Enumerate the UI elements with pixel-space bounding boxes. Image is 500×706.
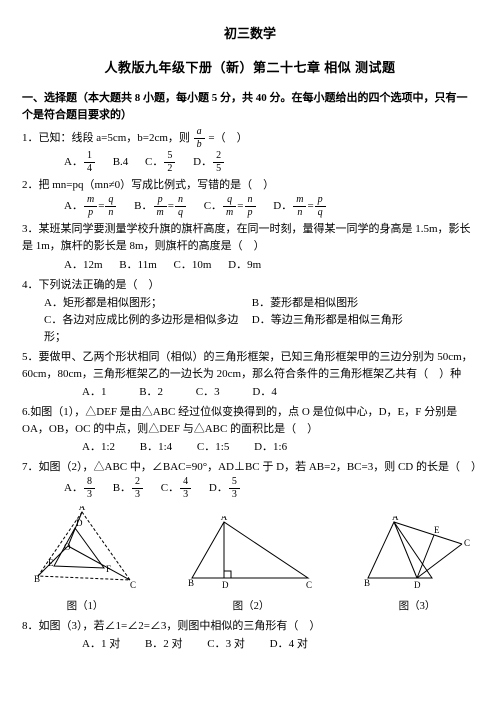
question-5: 5．要做甲、乙两个形状相同（相似）的三角形框架，已知三角形框架甲的三边分别为 5… <box>22 349 478 383</box>
section-1-head: 一、选择题（本大题共 8 小题，每小题 5 分，共 40 分。在每小题给出的四个… <box>22 90 478 124</box>
figure-1: A B C D E F O 图（1） <box>30 506 140 615</box>
svg-text:C: C <box>464 538 470 548</box>
figure-row: A B C D E F O 图（1） A B D C 图（2） <box>22 502 478 615</box>
svg-text:A: A <box>392 516 399 522</box>
q1-stem: 1．已知：线段 a=5cm，b=2cm，则 <box>22 132 190 144</box>
q8-options: A．1 对 B．2 对 C．3 对 D．4 对 <box>22 636 478 653</box>
svg-text:O: O <box>64 542 71 552</box>
q1-options: A．14 B.4 C．52 D．25 <box>22 151 478 174</box>
svg-text:D: D <box>222 580 229 590</box>
question-4: 4．下列说法正确的是（ ） <box>22 277 478 294</box>
svg-text:F: F <box>106 564 111 574</box>
svg-text:C: C <box>130 580 136 590</box>
question-3: 3．某班某同学要测量学校升旗的旗杆高度，在同一时刻，量得某一同学的身高是 1.5… <box>22 221 478 255</box>
question-8: 8．如图（3），若∠1=∠2=∠3，则图中相似的三角形有（ ） <box>22 618 478 635</box>
svg-text:E: E <box>48 558 54 568</box>
svg-text:D: D <box>76 518 83 528</box>
q2-options: A．mp=qn B．pm=nq C．qm=np D．mn=pq <box>22 195 478 218</box>
question-6: 6.如图（1），△DEF 是由△ABC 经过位似变换得到的，点 O 是位似中心，… <box>22 404 478 438</box>
figure-2: A B D C 图（2） <box>186 516 316 615</box>
question-2: 2．把 mn=pq（mn≠0）写成比例式，写错的是（ ） <box>22 177 478 194</box>
q6-options: A．1:2 B．1:4 C．1:5 D．1:6 <box>22 439 478 456</box>
page-subtitle: 人教版九年级下册（新）第二十七章 相似 测试题 <box>22 58 478 78</box>
question-1: 1．已知：线段 a=5cm，b=2cm，则 ab =（ ） <box>22 127 478 150</box>
svg-text:C: C <box>306 580 312 590</box>
question-7: 7．如图（2），△ABC 中，∠BAC=90°，AD⊥BC 于 D，若 AB=2… <box>22 459 478 476</box>
svg-text:B: B <box>188 578 194 588</box>
figure-3: A B D E C 图（3） <box>362 516 472 615</box>
q1-frac: ab <box>194 127 205 150</box>
q7-options: A．83 B．23 C．43 D．53 <box>22 477 478 500</box>
svg-text:E: E <box>434 525 440 535</box>
svg-text:B: B <box>34 574 40 584</box>
svg-text:A: A <box>79 506 86 512</box>
q4-options: A．矩形都是相似图形； B．菱形都是相似图形 C．各边对应成比例的多边形是相似多… <box>22 295 478 346</box>
svg-text:A: A <box>221 516 228 522</box>
q3-options: A．12m B．11m C．10m D．9m <box>22 257 478 274</box>
svg-text:D: D <box>414 580 421 590</box>
page-title: 初三数学 <box>22 24 478 44</box>
q1-tail: =（ ） <box>208 132 247 144</box>
q5-options: A．1 B．2 C．3 D．4 <box>22 384 478 401</box>
svg-text:B: B <box>364 578 370 588</box>
